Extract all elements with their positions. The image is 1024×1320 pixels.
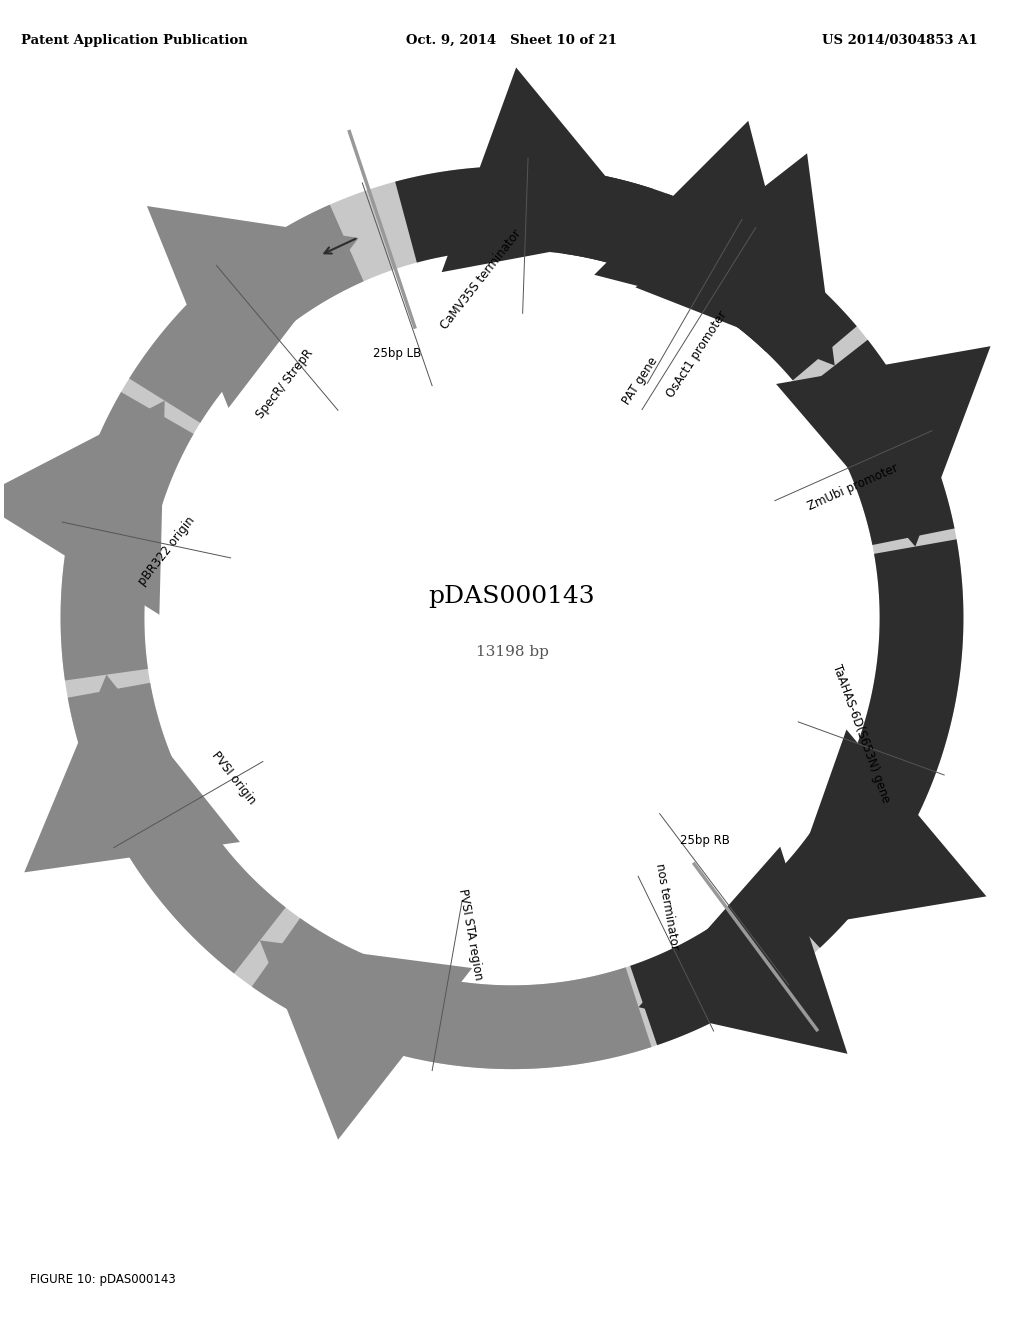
Text: FIGURE 10: pDAS000143: FIGURE 10: pDAS000143 [30, 1274, 175, 1286]
Polygon shape [146, 206, 358, 408]
Polygon shape [594, 121, 802, 329]
Polygon shape [60, 166, 964, 1069]
Polygon shape [636, 153, 835, 366]
Text: pBR322 origin: pBR322 origin [136, 513, 198, 587]
Polygon shape [638, 194, 824, 352]
Text: PVSI origin: PVSI origin [209, 750, 258, 808]
Polygon shape [129, 205, 364, 422]
Text: TaAHAS-6D(S653N) gene: TaAHAS-6D(S653N) gene [830, 663, 892, 804]
Text: ZmUbi promoter: ZmUbi promoter [806, 461, 900, 512]
Text: 25bp RB: 25bp RB [680, 834, 730, 847]
Text: 25bp LB: 25bp LB [373, 347, 421, 360]
Text: PAT gene: PAT gene [620, 355, 660, 407]
Polygon shape [563, 170, 857, 380]
Text: SpecR/ StrepR: SpecR/ StrepR [254, 347, 316, 421]
Polygon shape [60, 392, 194, 681]
Polygon shape [395, 166, 653, 268]
Polygon shape [0, 401, 165, 615]
Text: 13198 bp: 13198 bp [475, 644, 549, 659]
Polygon shape [639, 846, 848, 1053]
Text: OsAct1 promoter: OsAct1 promoter [665, 308, 730, 400]
Text: nos terminator: nos terminator [653, 862, 681, 950]
Text: Oct. 9, 2014   Sheet 10 of 21: Oct. 9, 2014 Sheet 10 of 21 [407, 34, 617, 46]
Polygon shape [775, 730, 986, 932]
Polygon shape [630, 927, 758, 1045]
Text: US 2014/0304853 A1: US 2014/0304853 A1 [821, 34, 977, 46]
Polygon shape [802, 339, 954, 545]
Polygon shape [441, 67, 652, 272]
Text: CaMV35S terminator: CaMV35S terminator [438, 227, 524, 331]
Polygon shape [776, 346, 990, 546]
Polygon shape [25, 675, 240, 873]
Polygon shape [68, 682, 286, 973]
Polygon shape [763, 540, 964, 948]
Text: Patent Application Publication: Patent Application Publication [22, 34, 248, 46]
Text: PVSI STA region: PVSI STA region [456, 887, 485, 981]
Polygon shape [260, 940, 472, 1139]
Polygon shape [252, 919, 651, 1069]
Text: pDAS000143: pDAS000143 [429, 585, 595, 609]
